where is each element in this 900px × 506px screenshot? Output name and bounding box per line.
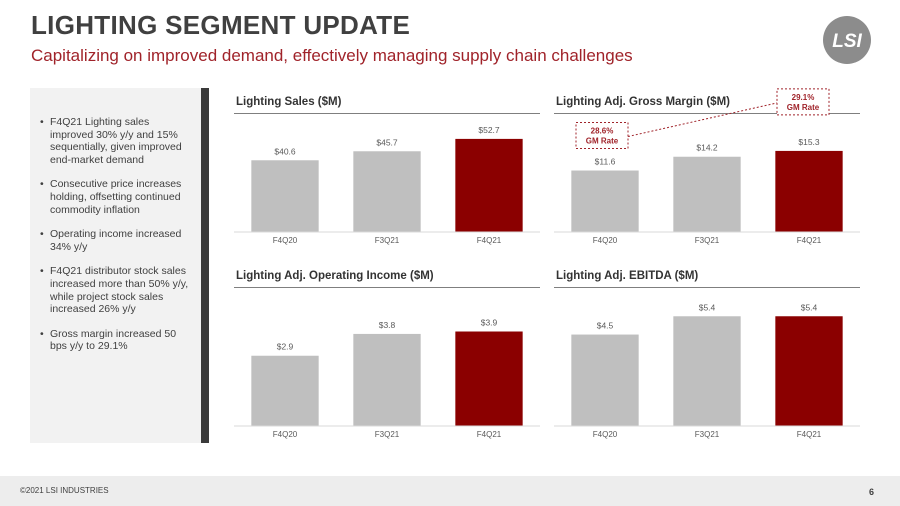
lsi-logo-icon: LSI	[823, 16, 871, 64]
tick-label: F4Q20	[593, 430, 618, 439]
bar	[455, 331, 523, 426]
bullet-text: F4Q21 distributor stock sales increased …	[50, 265, 189, 316]
data-label: $14.2	[696, 143, 718, 153]
data-label: $3.8	[379, 320, 396, 330]
annotation-box	[575, 122, 629, 150]
bullet-text: Operating income increased 34% y/y	[50, 228, 182, 253]
bar	[571, 334, 639, 426]
tick-label: F4Q20	[273, 430, 298, 439]
data-label: $5.4	[699, 302, 716, 312]
footer-band	[0, 476, 900, 506]
data-label: $5.4	[801, 302, 818, 312]
annotation-text: 29.1%	[792, 93, 815, 102]
sidebar-panel: • F4Q21 Lighting sales improved 30% y/y a…	[30, 88, 201, 443]
page-number: 6	[868, 487, 874, 497]
bar	[673, 316, 741, 426]
bar	[251, 160, 319, 232]
bullet-item: • Consecutive price increases holding, of…	[40, 178, 182, 216]
tick-label: F4Q21	[477, 236, 502, 245]
data-label: $52.7	[478, 125, 500, 135]
bar	[251, 355, 319, 426]
tick-label: F4Q21	[797, 430, 822, 439]
bullet-text: Consecutive price increases holding, off…	[50, 178, 182, 216]
bar	[353, 333, 421, 426]
chart-ebitda: $4.5 F4Q20 $5.4 F3Q21 $5.4 F4Q21	[554, 302, 860, 439]
chart-title: Lighting Sales ($M)	[236, 96, 342, 108]
logo-text: LSI	[832, 31, 862, 52]
chart-title: Lighting Adj. EBITDA ($M)	[556, 270, 699, 282]
bar	[775, 316, 843, 426]
page-subtitle: Capitalizing on improved demand, effecti…	[31, 46, 633, 65]
data-label: $11.6	[595, 157, 616, 167]
data-label: $4.5	[597, 321, 614, 331]
chart-title-rule	[234, 113, 540, 114]
footer-copyright: ©2021 LSI INDUSTRIES	[20, 486, 109, 495]
data-label: $15.3	[798, 137, 820, 147]
bullet-item: • F4Q21 Lighting sales improved 30% y/y a…	[40, 116, 182, 166]
data-label: $3.9	[481, 318, 498, 328]
annotation-text: 28.6%	[591, 127, 614, 136]
chart-title: Lighting Adj. Operating Income ($M)	[236, 270, 434, 282]
bullet-text: F4Q21 Lighting sales improved 30% y/y an…	[50, 116, 182, 166]
tick-label: F3Q21	[695, 236, 720, 245]
bullet-item: • Operating income increased 34% y/y	[40, 228, 182, 253]
chart-title-rule	[554, 287, 860, 288]
annotation-box	[776, 88, 830, 116]
bar	[353, 151, 421, 232]
tick-label: F4Q20	[273, 236, 298, 245]
bar	[455, 138, 523, 232]
chart-sales: $40.6 F4Q20 $45.7 F3Q21 $52.7 F4Q21	[234, 125, 540, 245]
data-label: $45.7	[376, 137, 398, 147]
chart-title-rule	[234, 287, 540, 288]
tick-label: F4Q20	[593, 236, 618, 245]
annotation-text: GM Rate	[787, 103, 820, 112]
bullet-item: • F4Q21 distributor stock sales increased…	[40, 265, 189, 316]
tick-label: F3Q21	[695, 430, 720, 439]
tick-label: F3Q21	[375, 430, 400, 439]
sidebar-accent-bar	[201, 88, 209, 443]
chart-title: Lighting Adj. Gross Margin ($M)	[556, 96, 730, 108]
bullet-list: • F4Q21 Lighting sales improved 30% y/y a…	[30, 116, 201, 365]
tick-label: F3Q21	[375, 236, 400, 245]
bar	[673, 156, 741, 232]
tick-label: F4Q21	[477, 430, 502, 439]
bar	[775, 150, 843, 232]
page-title: LIGHTING SEGMENT UPDATE	[31, 10, 411, 40]
data-label: $40.6	[274, 146, 296, 156]
annotation-connector	[627, 102, 778, 138]
tick-label: F4Q21	[797, 236, 822, 245]
data-label: $2.9	[277, 342, 294, 352]
bullet-text: Gross margin increased 50 bps y/y to 29.…	[50, 327, 177, 353]
bar	[571, 170, 639, 232]
chart-operating-income: $2.9 F4Q20 $3.8 F3Q21 $3.9 F4Q21	[234, 318, 540, 439]
bullet-item: • Gross margin increased 50 bps y/y to 29…	[40, 327, 177, 353]
annotation-text: GM Rate	[586, 137, 619, 146]
chart-title-rule	[554, 113, 860, 114]
